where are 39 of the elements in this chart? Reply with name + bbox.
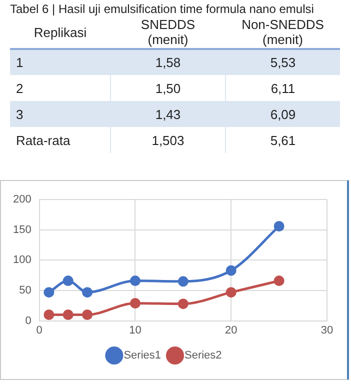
point xyxy=(82,309,93,320)
category-label: Non-SNEDDS (menit) xyxy=(240,16,325,49)
point xyxy=(62,309,74,320)
text: 6,11 xyxy=(226,75,340,101)
point xyxy=(274,276,284,286)
text: 1,43 xyxy=(110,101,226,127)
text: 6,09 xyxy=(226,101,340,127)
category-label: SNEDDS (menit) xyxy=(140,16,196,49)
point xyxy=(82,287,93,298)
x-tick-label: 10 xyxy=(129,324,142,336)
y-tick-label: 100 xyxy=(12,254,32,266)
y-tick-label: 0 xyxy=(25,314,32,327)
point xyxy=(226,265,236,276)
text: 1,50 xyxy=(110,75,226,101)
x-tick-label: 0 xyxy=(36,324,42,336)
text: 5,53 xyxy=(226,49,340,75)
point xyxy=(44,309,54,320)
y-tick-label: 50 xyxy=(19,284,32,297)
point xyxy=(178,276,188,287)
legend-label: Series2 xyxy=(184,350,222,362)
text: 2 xyxy=(15,80,24,98)
x-tick-label: 20 xyxy=(224,324,238,336)
point xyxy=(44,287,54,298)
text: 1,503 xyxy=(110,127,226,153)
point xyxy=(274,221,284,232)
text: Tabel 6 | Hasil uji emulsification time formula nano emulsi xyxy=(9,1,315,16)
text: Rata-rata xyxy=(15,132,72,150)
x-tick-label: 30 xyxy=(320,324,334,336)
category-label: Replikasi xyxy=(32,24,88,42)
legend-label: Series1 xyxy=(124,350,161,362)
point xyxy=(130,276,140,286)
point xyxy=(226,287,236,298)
y-tick-label: 200 xyxy=(12,194,32,206)
text: 1,58 xyxy=(110,49,226,75)
point xyxy=(178,298,188,310)
y-tick-label: 150 xyxy=(12,224,32,236)
point xyxy=(130,298,140,308)
text: 5,61 xyxy=(226,127,340,153)
point xyxy=(62,276,74,286)
